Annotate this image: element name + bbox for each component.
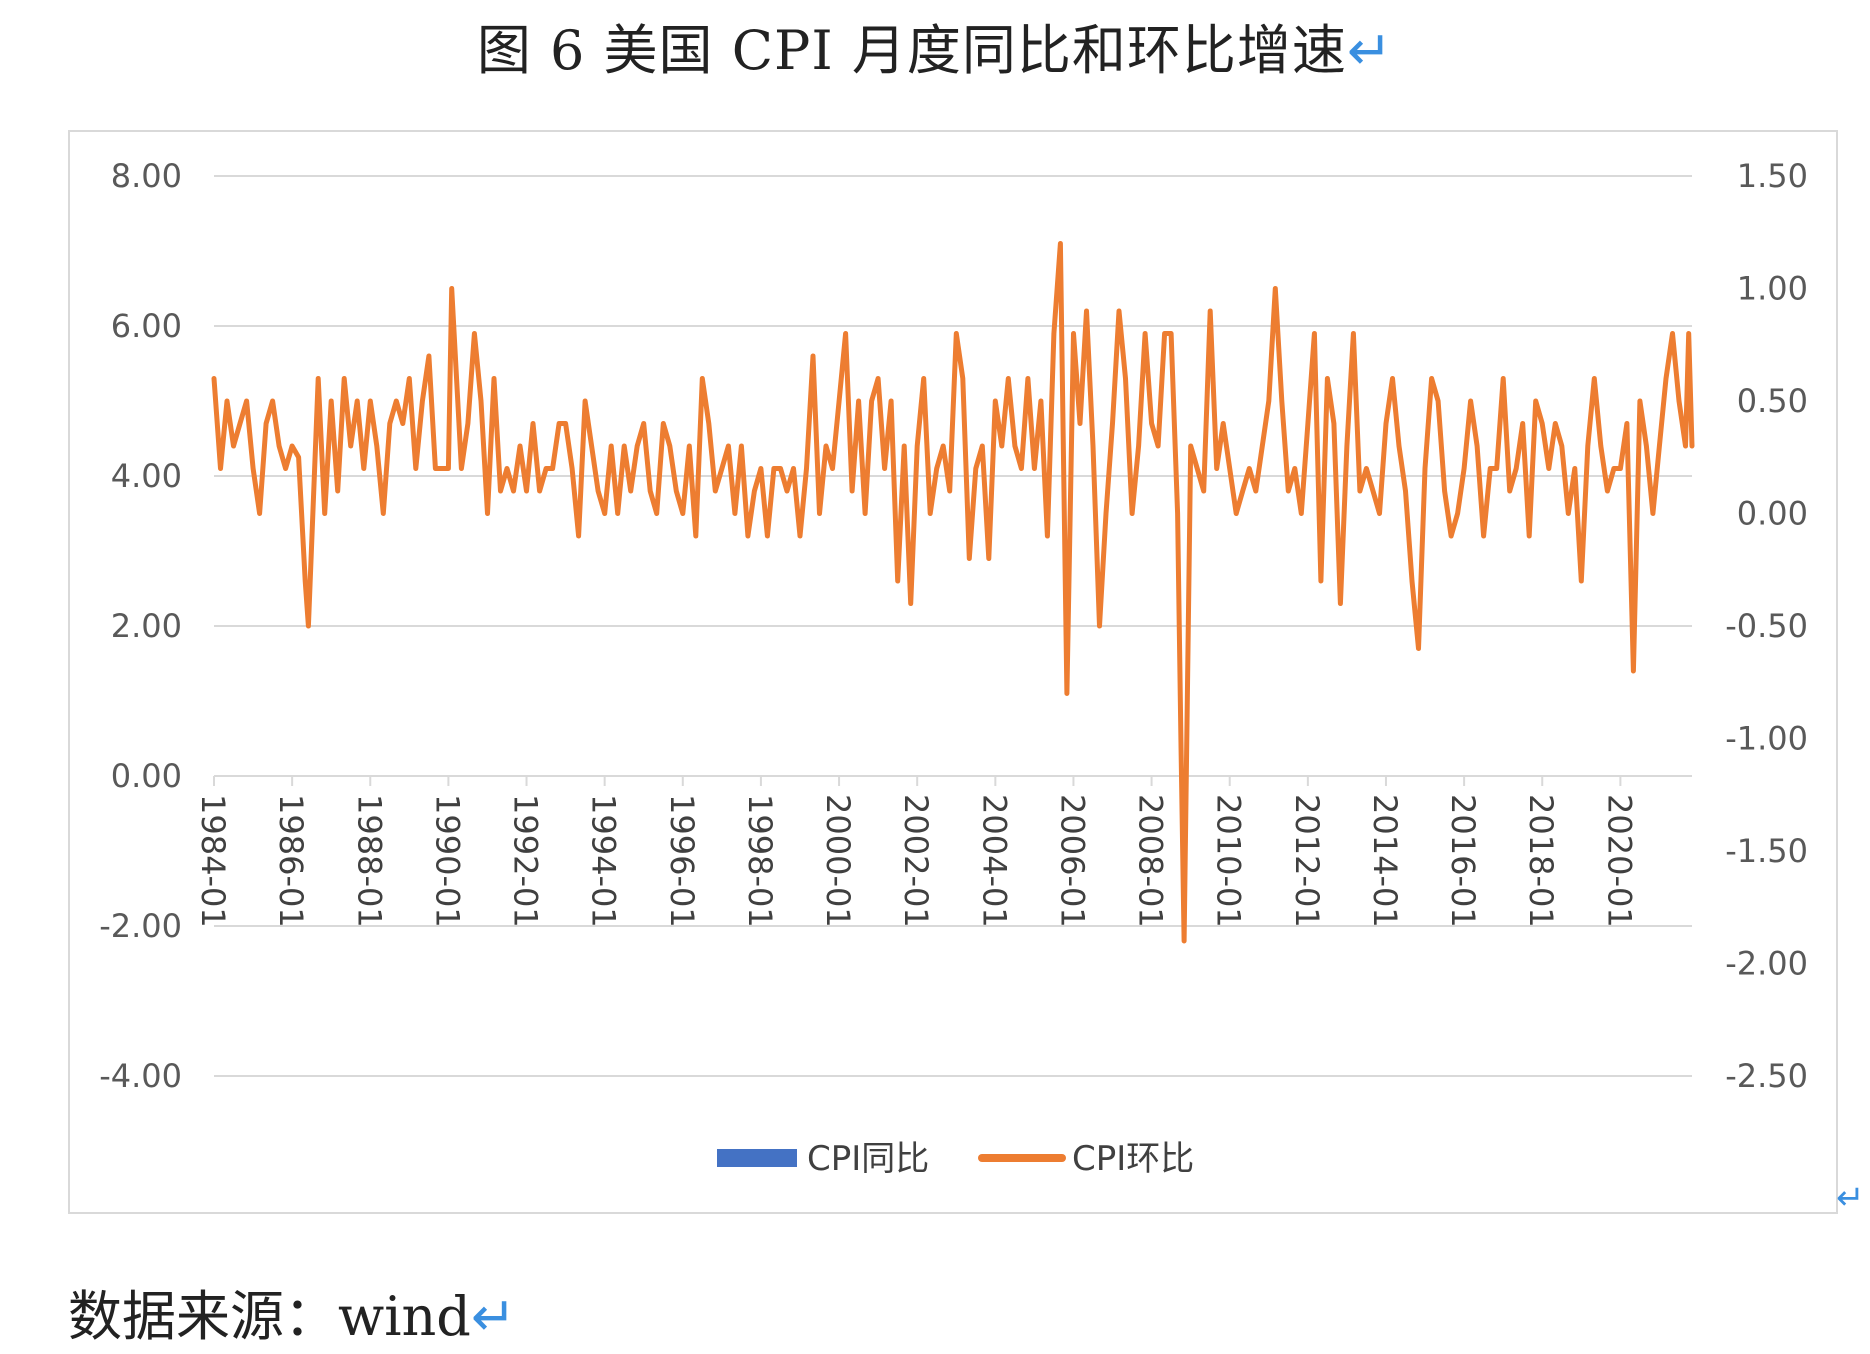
legend-label-cpi-mom: CPI环比 <box>1072 1139 1194 1179</box>
x-tick-label: 2008-01 <box>1132 794 1170 928</box>
return-glyph: ↵ <box>1346 19 1394 82</box>
left-tick-label: 0.00 <box>111 757 182 795</box>
x-tick-label: 2002-01 <box>897 794 935 928</box>
legend-swatch-cpi-yoy <box>717 1149 797 1167</box>
title-text: 图 6 美国 CPI 月度同比和环比增速 <box>476 19 1347 82</box>
right-tick-label: 1.00 <box>1737 270 1808 308</box>
gridlines <box>214 175 1692 1077</box>
x-tick-label: 1992-01 <box>507 794 545 928</box>
right-tick-label: -2.00 <box>1725 945 1808 983</box>
legend: CPI同比 CPI环比 <box>717 1139 1194 1179</box>
x-tick-label: 1990-01 <box>428 794 466 928</box>
x-tick-label: 2006-01 <box>1053 794 1091 928</box>
x-tick-label: 2004-01 <box>975 794 1013 928</box>
x-tick-label: 1998-01 <box>741 794 779 928</box>
right-tick-label: 1.50 <box>1737 157 1808 195</box>
right-tick-label: -1.50 <box>1725 832 1808 870</box>
x-tick-label: 1984-01 <box>194 794 232 928</box>
x-tick-label: 2000-01 <box>819 794 857 928</box>
right-axis-ticks: 1.50 1.00 0.50 0.00 -0.50 -1.00 -1.50 -2.00 -2.5… <box>1725 157 1808 1095</box>
x-tick-label: 1986-01 <box>272 794 310 928</box>
legend-label-cpi-yoy: CPI同比 <box>807 1139 929 1179</box>
left-tick-label: -4.00 <box>99 1057 182 1095</box>
right-tick-label: 0.50 <box>1737 382 1808 420</box>
source-note: 数据来源：wind↵ <box>68 1272 516 1351</box>
x-tick-label: 1994-01 <box>585 794 623 928</box>
left-tick-label: 6.00 <box>111 307 182 345</box>
left-tick-label: -2.00 <box>99 907 182 945</box>
left-tick-label: 8.00 <box>111 157 182 195</box>
left-tick-label: 2.00 <box>111 607 182 645</box>
x-tick-label: 2010-01 <box>1210 794 1248 928</box>
return-glyph-corner: ↵ <box>1836 1178 1865 1218</box>
right-tick-label: -2.50 <box>1725 1057 1808 1095</box>
right-tick-label: -1.00 <box>1725 720 1808 758</box>
chart-frame <box>68 130 1838 1214</box>
chart-title: 图 6 美国 CPI 月度同比和环比增速↵ <box>0 6 1870 85</box>
x-axis-ticks: 1984-01 1986-01 1988-01 1990-01 1992-01 1994-… <box>194 775 1692 928</box>
source-text: 数据来源：wind <box>68 1285 471 1348</box>
x-tick-label: 2012-01 <box>1288 794 1326 928</box>
x-tick-label: 2020-01 <box>1600 794 1638 928</box>
right-tick-label: -0.50 <box>1725 607 1808 645</box>
x-tick-label: 1996-01 <box>663 794 701 928</box>
x-tick-label: 1988-01 <box>350 794 388 928</box>
left-tick-label: 4.00 <box>111 457 182 495</box>
x-tick-label: 2014-01 <box>1366 794 1404 928</box>
right-tick-label: 0.00 <box>1737 495 1808 533</box>
left-axis-ticks: 8.00 6.00 4.00 2.00 0.00 -2.00 -4.00 <box>99 157 182 1095</box>
x-tick-label: 2018-01 <box>1522 794 1560 928</box>
return-glyph: ↵ <box>470 1285 517 1348</box>
series-line-cpi-mom <box>211 241 1695 944</box>
x-tick-label: 2016-01 <box>1444 794 1482 928</box>
series-layer <box>211 241 1695 944</box>
